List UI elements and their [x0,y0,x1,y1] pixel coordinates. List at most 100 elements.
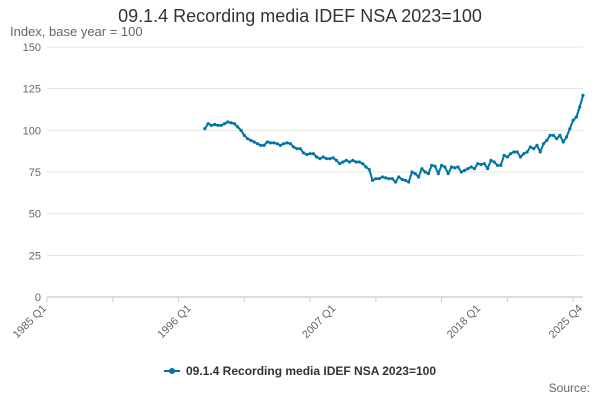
data-point[interactable] [354,160,358,164]
data-point[interactable] [255,142,260,146]
data-point[interactable] [548,133,552,137]
data-point[interactable] [561,140,565,144]
data-point[interactable] [400,177,404,182]
data-point[interactable] [285,141,289,145]
data-point[interactable] [486,167,490,171]
data-point[interactable] [535,143,539,147]
data-point[interactable] [236,125,240,129]
data-point[interactable] [581,93,585,97]
data-point[interactable] [525,150,529,154]
data-point[interactable] [308,152,312,156]
data-point[interactable] [222,122,227,126]
data-point[interactable] [311,152,315,156]
data-point[interactable] [522,152,526,156]
data-point[interactable] [364,165,368,169]
data-point[interactable] [420,167,424,171]
data-point[interactable] [351,158,355,162]
data-point[interactable] [463,168,467,172]
data-point[interactable] [203,127,207,131]
data-point[interactable] [334,158,338,162]
data-point[interactable] [433,164,437,168]
data-point[interactable] [426,172,431,176]
data-point[interactable] [324,157,329,161]
data-point[interactable] [361,162,365,166]
data-point[interactable] [341,160,345,164]
data-point[interactable] [410,170,414,174]
data-point[interactable] [318,157,322,161]
data-point[interactable] [213,122,217,127]
data-point[interactable] [259,143,263,147]
data-point[interactable] [545,138,549,142]
data-point[interactable] [288,142,292,146]
data-point[interactable] [416,175,421,179]
data-point[interactable] [499,163,503,167]
data-point[interactable] [344,158,348,162]
data-point[interactable] [374,177,378,181]
data-point[interactable] [265,140,269,144]
data-point[interactable] [456,165,460,169]
data-point[interactable] [331,156,335,160]
data-point[interactable] [551,133,556,137]
data-point[interactable] [574,115,579,119]
data-point[interactable] [532,147,536,151]
data-point[interactable] [407,180,411,184]
data-point[interactable] [262,143,266,147]
data-point[interactable] [446,172,450,176]
data-point[interactable] [430,163,434,167]
data-point[interactable] [390,177,394,181]
data-point[interactable] [305,152,309,157]
data-point[interactable] [315,155,319,159]
data-point[interactable] [347,160,352,164]
data-point[interactable] [377,177,381,181]
data-point[interactable] [515,150,519,154]
data-point[interactable] [489,158,493,162]
data-point[interactable] [476,162,480,166]
data-point[interactable] [206,122,210,126]
data-point[interactable] [298,147,302,151]
data-point[interactable] [568,127,572,131]
data-point[interactable] [443,165,447,169]
data-point[interactable] [229,121,233,125]
data-point[interactable] [472,167,477,171]
data-point[interactable] [370,178,375,182]
data-point[interactable] [397,175,401,179]
data-point[interactable] [328,157,332,161]
data-point[interactable] [558,133,562,137]
data-point[interactable] [357,160,361,164]
data-point[interactable] [278,143,283,147]
data-point[interactable] [226,120,230,124]
data-point[interactable] [384,176,388,180]
data-point[interactable] [453,166,457,170]
data-point[interactable] [505,155,509,159]
data-point[interactable] [564,135,569,139]
data-point[interactable] [495,163,500,167]
data-point[interactable] [387,177,391,181]
legend-item[interactable]: 09.1.4 Recording media IDEF NSA 2023=100 [163,364,436,378]
data-point[interactable] [239,128,243,132]
data-point[interactable] [482,162,486,166]
data-point[interactable] [269,141,273,145]
data-point[interactable] [393,180,398,184]
data-point[interactable] [440,163,444,167]
data-point[interactable] [423,170,427,174]
data-point[interactable] [295,147,299,151]
data-point[interactable] [403,178,408,182]
data-point[interactable] [338,162,342,166]
data-point[interactable] [459,170,463,174]
data-point[interactable] [292,145,296,149]
data-point[interactable] [492,160,496,164]
data-point[interactable] [275,142,279,146]
data-point[interactable] [301,151,306,155]
data-point[interactable] [538,150,542,154]
data-point[interactable] [512,150,516,154]
data-point[interactable] [479,162,483,167]
data-point[interactable] [367,167,371,172]
data-point[interactable] [466,167,470,171]
data-point[interactable] [242,133,246,137]
data-point[interactable] [469,165,473,169]
data-point[interactable] [449,165,454,169]
data-point[interactable] [216,123,220,127]
data-point[interactable] [219,123,223,127]
data-point[interactable] [555,137,559,141]
data-point[interactable] [245,137,250,141]
